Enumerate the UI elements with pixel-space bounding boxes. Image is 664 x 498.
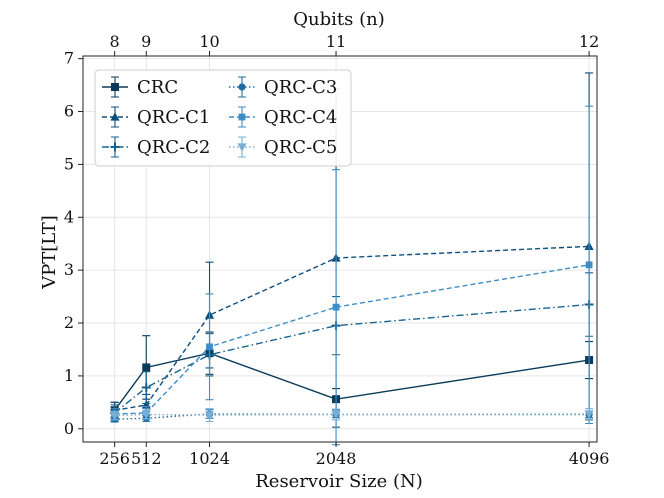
x-tick-label: 4096: [569, 449, 610, 468]
series-line: [114, 264, 590, 415]
legend-entry: CRC: [102, 76, 178, 98]
legend-label: QRC-C4: [264, 107, 337, 128]
data-point: [110, 411, 120, 421]
legend-entry: QRC-C4: [229, 106, 337, 128]
series-line: [114, 413, 590, 420]
legend-label: QRC-C2: [137, 137, 210, 158]
data-point: [204, 411, 215, 420]
y-tick-label: 7: [64, 49, 74, 68]
x-tick-label: 256: [99, 449, 130, 468]
data-point: [584, 410, 594, 419]
y-axis-title: VPT[LT]: [39, 215, 60, 290]
legend-entry: QRC-C5: [229, 136, 337, 158]
y-tick-label: 4: [64, 207, 74, 226]
legend-entry: QRC-C3: [229, 76, 337, 98]
data-point: [585, 261, 593, 269]
top-tick-label: 11: [326, 32, 346, 51]
series-line: [114, 245, 590, 411]
series-qrc-c3: [110, 409, 594, 423]
legend-entry: QRC-C2: [102, 136, 210, 158]
y-tick-label: 3: [64, 260, 74, 279]
legend-marker: [237, 143, 247, 152]
plot-frame: [82, 55, 598, 443]
y-tick-label: 0: [64, 419, 74, 438]
y-tick-label: 5: [64, 154, 74, 173]
top-tick-label: 12: [579, 32, 599, 51]
series-qrc-c5: [110, 408, 594, 422]
data-point: [332, 303, 340, 311]
legend-box: [94, 69, 352, 167]
legend-label: QRC-C1: [137, 107, 210, 128]
y-tick-label: 2: [64, 313, 74, 332]
series-line: [114, 352, 590, 411]
legend-label: QRC-C5: [264, 137, 337, 158]
top-axis-title: Qubits (n): [293, 9, 384, 30]
data-point: [206, 343, 213, 351]
x-tick-label: 512: [131, 449, 162, 468]
data-point: [142, 363, 151, 372]
x-tick-label: 2048: [316, 449, 357, 468]
x-axis-title: Reservoir Size (N): [255, 471, 423, 492]
legend-label: QRC-C3: [264, 77, 337, 98]
series-qrc-c2: [110, 272, 594, 422]
legend-label: CRC: [137, 77, 178, 98]
x-tick-label: 1024: [189, 449, 230, 468]
legend-marker: [238, 83, 246, 91]
legend-marker: [238, 113, 246, 121]
legend-entry: QRC-C1: [102, 106, 210, 128]
y-tick-label: 1: [64, 366, 74, 385]
legend-marker: [111, 83, 119, 91]
data-point: [141, 383, 151, 393]
top-tick-label: 10: [199, 32, 219, 51]
series-line: [114, 413, 590, 417]
data-point: [331, 410, 341, 420]
data-point: [141, 410, 151, 420]
y-tick-label: 6: [64, 102, 74, 121]
top-tick-label: 8: [110, 32, 120, 51]
top-tick-label: 9: [141, 32, 151, 51]
legend-marker: [110, 112, 120, 121]
legend: CRC QRC-C1 QRC-C2 QRC-C3 QRC-C4 QRC-C5: [94, 69, 352, 167]
legend-marker: [110, 142, 120, 152]
